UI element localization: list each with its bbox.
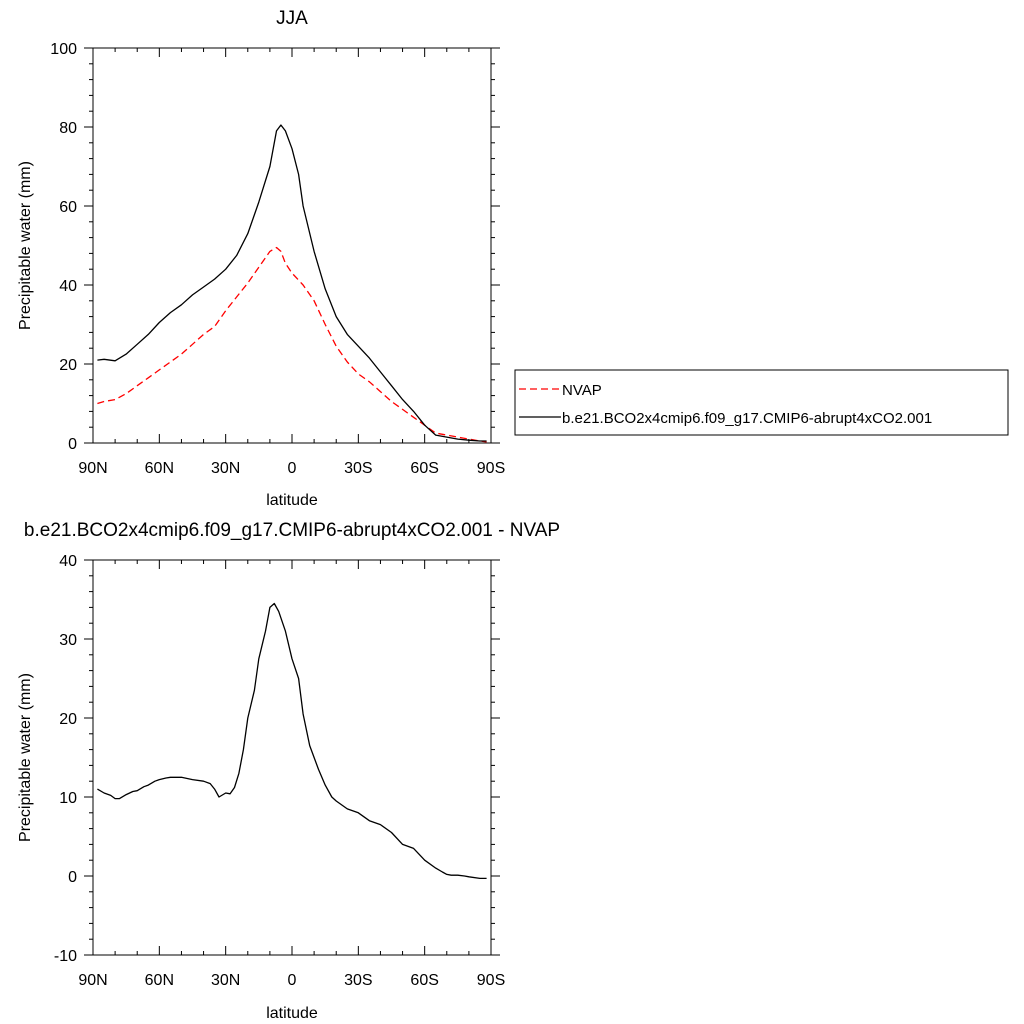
y-tick-label: 100 bbox=[50, 41, 77, 58]
legend-box bbox=[514, 369, 1009, 436]
x-tick-label: 0 bbox=[288, 460, 297, 477]
model-line bbox=[97, 124, 487, 442]
top-chart-panel: JJA 90N 60N 30N 0 30S 60S 90S 0 20 40 60 80 100 lati… bbox=[17, 8, 505, 509]
x-tick-label: 30N bbox=[211, 972, 240, 989]
x-tick-label: 60S bbox=[410, 972, 438, 989]
y-tick-label: 0 bbox=[68, 869, 77, 886]
bottom-chart-y-axis-label: Precipitable water (mm) bbox=[17, 673, 34, 842]
bottom-chart-ticks: 90N 60N 30N 0 30S 60S 90S -10 0 10 20 30 40 bbox=[54, 553, 505, 989]
y-tick-label: 60 bbox=[59, 199, 77, 216]
difference-line bbox=[97, 602, 487, 880]
y-tick-label: 80 bbox=[59, 120, 77, 137]
legend-label-model: b.e21.BCO2x4cmip6.f09_g17.CMIP6-abrupt4x… bbox=[562, 410, 932, 427]
bottom-chart-panel: b.e21.BCO2x4cmip6.f09_g17.CMIP6-abrupt4x… bbox=[17, 520, 560, 1022]
top-chart-ticks: 90N 60N 30N 0 30S 60S 90S 0 20 40 60 80 100 bbox=[50, 41, 505, 477]
x-tick-label: 30N bbox=[211, 460, 240, 477]
x-tick-label: 60N bbox=[145, 972, 174, 989]
bottom-chart-x-axis-label: latitude bbox=[266, 1005, 318, 1022]
x-tick-label: 60S bbox=[410, 460, 438, 477]
top-chart-lines bbox=[97, 124, 487, 443]
x-tick-label: 30S bbox=[344, 972, 372, 989]
x-tick-label: 0 bbox=[288, 972, 297, 989]
x-tick-label: 60N bbox=[145, 460, 174, 477]
y-tick-label: 40 bbox=[59, 278, 77, 295]
bottom-chart-plot-frame bbox=[92, 559, 492, 956]
x-tick-label: 90S bbox=[477, 972, 505, 989]
bottom-chart-title: b.e21.BCO2x4cmip6.f09_g17.CMIP6-abrupt4x… bbox=[24, 520, 560, 541]
y-tick-label: 0 bbox=[68, 436, 77, 453]
y-tick-label: 20 bbox=[59, 357, 77, 374]
y-tick-label: 40 bbox=[59, 553, 77, 570]
y-tick-label: 20 bbox=[59, 711, 77, 728]
x-tick-label: 90S bbox=[477, 460, 505, 477]
y-tick-label: -10 bbox=[54, 948, 77, 965]
y-tick-label: 10 bbox=[59, 790, 77, 807]
top-chart-y-axis-label: Precipitable water (mm) bbox=[17, 161, 34, 330]
top-chart-plot-frame bbox=[92, 47, 492, 444]
x-tick-label: 30S bbox=[344, 460, 372, 477]
y-tick-label: 30 bbox=[59, 632, 77, 649]
bottom-chart-lines bbox=[97, 602, 487, 880]
legend: NVAP b.e21.BCO2x4cmip6.f09_g17.CMIP6-abr… bbox=[514, 369, 1009, 436]
legend-label-nvap: NVAP bbox=[562, 382, 602, 399]
x-tick-label: 90N bbox=[78, 460, 107, 477]
nvap-line bbox=[97, 246, 487, 443]
top-chart-title: JJA bbox=[276, 8, 308, 29]
top-chart-x-axis-label: latitude bbox=[266, 492, 318, 509]
x-tick-label: 90N bbox=[78, 972, 107, 989]
